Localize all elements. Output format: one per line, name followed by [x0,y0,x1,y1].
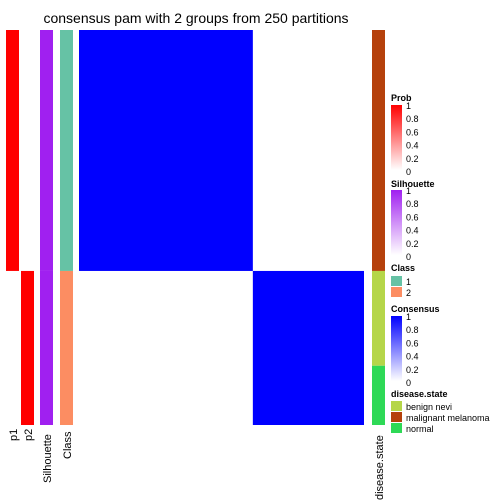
legend-disease-item-normal: normal [406,424,434,434]
prob-p1-cell-2 [6,271,19,425]
legend-prob: Prob 1 0.8 0.6 0.4 0.2 0 [391,93,419,177]
legend-disease-swatch-normal [391,423,402,433]
legend-silhouette-colorbar [391,190,402,255]
class-cell-1 [60,30,73,271]
consensus-block-1-1 [79,30,253,271]
legend-disease-swatch-malignant [391,412,402,422]
legend-prob-title: Prob [391,93,412,103]
legend-disease-item-benign: benign nevi [406,402,452,412]
legend-disease-swatch-benign [391,401,402,411]
column-labels: p1 p2 Silhouette Class disease.state [8,429,386,500]
legend-class: Class 1 2 [391,263,415,298]
disease-state-segment-1 [372,30,385,271]
legend-silhouette-tick-4: 0.2 [406,239,419,249]
legend-prob-tick-2: 0.6 [406,127,419,137]
consensus-block-2-1 [79,271,253,425]
prob-p1-cell-1 [6,30,19,271]
legend-class-swatch-2 [391,287,402,297]
legend-class-item-1: 1 [406,277,411,287]
silhouette-cell-2 [40,270,53,425]
silhouette-cell-1 [40,30,53,271]
legend-prob-colorbar [391,105,402,170]
legend-class-title: Class [391,263,415,273]
legend-consensus-title: Consensus [391,304,440,314]
legend-consensus: Consensus 1 0.8 0.6 0.4 0.2 0 [391,304,440,388]
legend-consensus-tick-1: 0.8 [406,325,419,335]
column-label-silhouette: Silhouette [42,434,54,483]
disease-state-segment-3 [372,365,385,425]
prob-p2-cell-1 [21,30,34,271]
legend-silhouette-tick-3: 0.4 [406,226,419,236]
heatmap-cells [6,30,385,425]
legend-silhouette: Silhouette 1 0.8 0.6 0.4 0.2 0 [391,179,435,262]
chart-title: consensus pam with 2 groups from 250 par… [43,10,348,26]
legend-prob-tick-5: 0 [406,167,411,177]
legend-class-item-2: 2 [406,288,411,298]
legend-consensus-tick-2: 0.6 [406,338,419,348]
legend-consensus-tick-4: 0.2 [406,365,419,375]
class-cell-2 [60,270,73,425]
legend-prob-tick-1: 0.8 [406,114,419,124]
column-label-class: Class [62,431,74,459]
legend-disease-item-malignant: malignant melanoma [406,413,490,423]
disease-state-segment-2 [372,270,385,366]
consensus-block-2-2 [252,270,364,425]
column-label-p2: p2 [23,429,35,441]
legend-consensus-tick-3: 0.4 [406,352,419,362]
legend-disease-state: disease.state benign nevi malignant mela… [391,389,490,434]
consensus-block-1-2 [253,30,364,271]
legend-consensus-tick-5: 0 [406,378,411,388]
column-label-p1: p1 [8,429,20,441]
legend-prob-tick-3: 0.4 [406,141,419,151]
prob-p2-cell-2 [21,270,34,425]
legend-disease-state-title: disease.state [391,389,448,399]
row-annotation-label: disease.state [374,435,386,500]
legend-prob-tick-4: 0.2 [406,154,419,164]
legend-consensus-tick-0: 1 [406,312,411,322]
legend-silhouette-tick-5: 0 [406,252,411,262]
legend-silhouette-tick-0: 1 [406,186,411,196]
legend-consensus-colorbar [391,316,402,381]
legend-prob-tick-0: 1 [406,101,411,111]
legend-silhouette-title: Silhouette [391,179,435,189]
legend-silhouette-tick-2: 0.6 [406,212,419,222]
legend-class-swatch-1 [391,276,402,286]
legend-silhouette-tick-1: 0.8 [406,199,419,209]
